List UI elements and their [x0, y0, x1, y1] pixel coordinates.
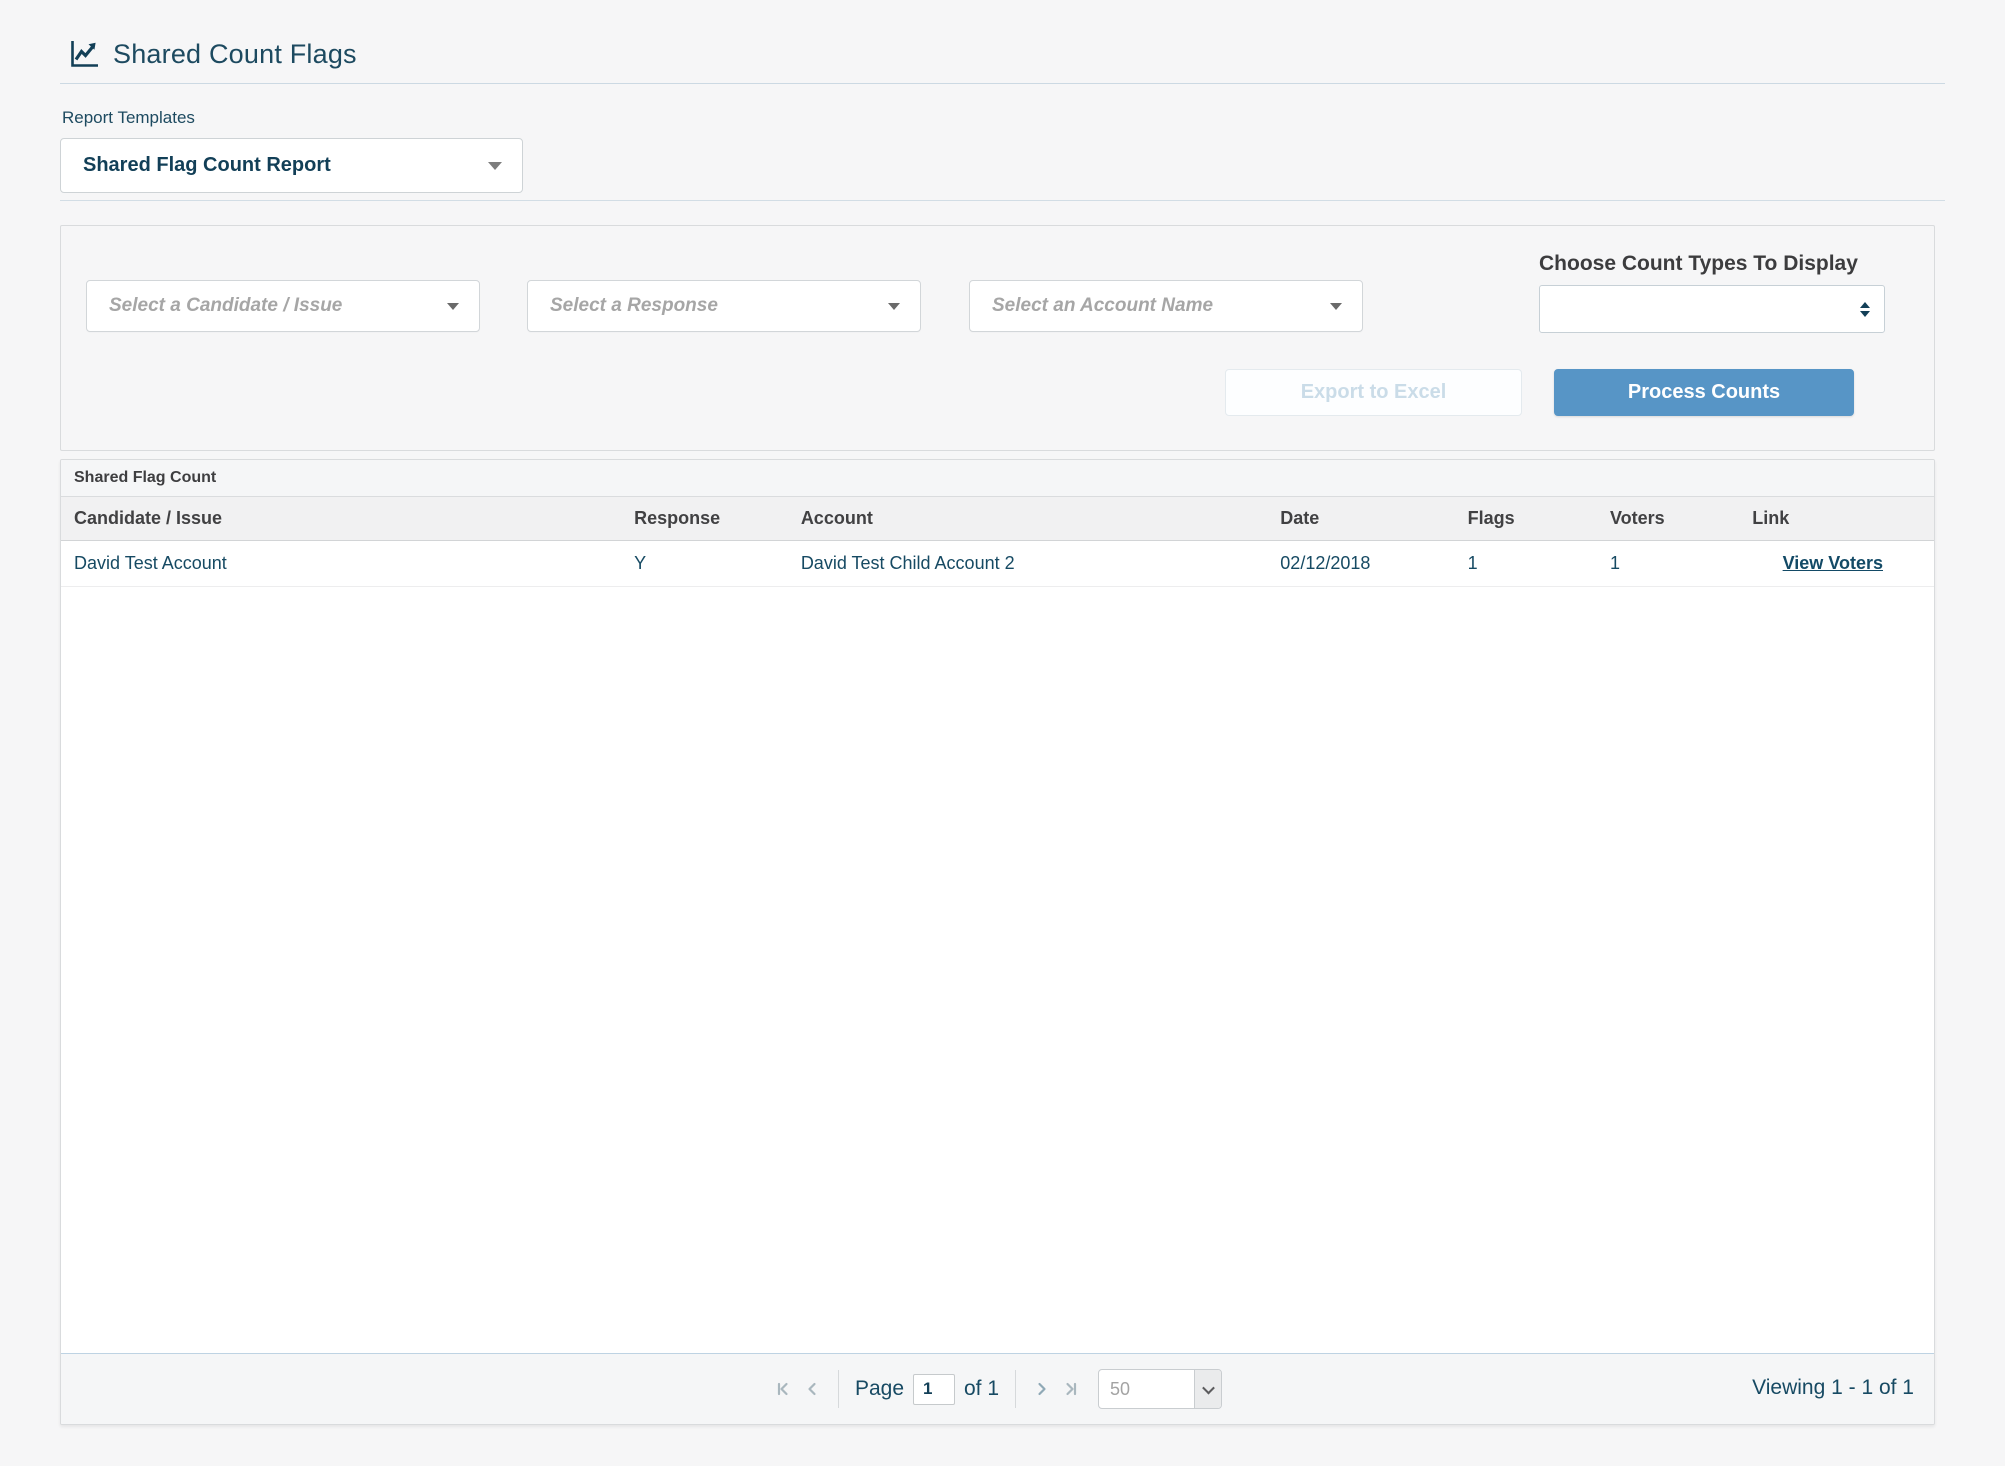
next-page-icon[interactable] [1032, 1379, 1052, 1399]
count-types-label: Choose Count Types To Display [1539, 252, 1858, 275]
up-down-spinner-icon [1860, 301, 1870, 317]
caret-down-icon [888, 302, 900, 310]
pagination-divider [837, 1370, 839, 1408]
column-header-date: Date [1280, 497, 1468, 541]
column-header-link: Link [1752, 497, 1934, 541]
table-row: David Test Account Y David Test Child Ac… [61, 540, 1934, 587]
column-header-candidate: Candidate / Issue [61, 497, 635, 541]
column-header-response: Response [634, 497, 801, 541]
report-template-dropdown[interactable]: Shared Flag Count Report [60, 138, 523, 193]
pagination-divider [1015, 1370, 1017, 1408]
page-number-input[interactable] [913, 1373, 955, 1405]
page-size-select[interactable]: 50 [1098, 1369, 1223, 1409]
table-caption: Shared Flag Count [61, 460, 1934, 497]
prev-page-icon[interactable] [802, 1379, 822, 1399]
page-label: Page [854, 1377, 904, 1400]
last-page-icon[interactable] [1061, 1379, 1081, 1399]
column-header-voters: Voters [1609, 497, 1753, 541]
chevron-down-icon [1194, 1370, 1222, 1408]
cell-response: Y [634, 540, 801, 587]
table-empty-space [61, 586, 1934, 1353]
page-title: Shared Count Flags [113, 38, 357, 69]
response-placeholder: Select a Response [550, 295, 718, 316]
cell-candidate: David Test Account [61, 540, 635, 587]
report-template-value: Shared Flag Count Report [83, 154, 331, 176]
viewing-summary: Viewing 1 - 1 of 1 [1752, 1376, 1914, 1399]
report-templates-label: Report Templates [62, 108, 195, 127]
caret-down-icon [1330, 302, 1342, 310]
count-types-select[interactable] [1539, 285, 1885, 333]
account-name-placeholder: Select an Account Name [992, 295, 1214, 316]
table-header-row: Candidate / Issue Response Account Date … [61, 497, 1934, 541]
column-header-flags: Flags [1467, 497, 1610, 541]
process-counts-button[interactable]: Process Counts [1554, 369, 1854, 416]
table-footer: Page of 1 50 Viewing 1 [61, 1353, 1934, 1424]
column-header-account: Account [800, 497, 1281, 541]
report-templates-section: Report Templates Shared Flag Count Repor… [60, 84, 1945, 201]
first-page-icon[interactable] [773, 1379, 793, 1399]
page-of-label: of 1 [964, 1377, 1000, 1400]
candidate-issue-dropdown[interactable]: Select a Candidate / Issue [86, 280, 480, 332]
shared-flag-count-panel: Shared Flag Count Candidate / Issue Resp… [60, 459, 1935, 1425]
cell-flags: 1 [1467, 540, 1610, 587]
view-voters-link[interactable]: View Voters [1782, 552, 1883, 573]
cell-account: David Test Child Account 2 [800, 540, 1281, 587]
cell-voters: 1 [1609, 540, 1753, 587]
caret-down-icon [488, 161, 502, 170]
page-size-value: 50 [1110, 1379, 1131, 1399]
cell-date: 02/12/2018 [1280, 540, 1468, 587]
caret-down-icon [447, 302, 459, 310]
count-types-block: Choose Count Types To Display [1539, 252, 1885, 333]
response-dropdown[interactable]: Select a Response [527, 280, 921, 332]
candidate-issue-placeholder: Select a Candidate / Issue [109, 295, 343, 316]
page-header: Shared Count Flags [60, 0, 1945, 84]
pagination: Page of 1 50 [773, 1369, 1223, 1409]
shared-flag-count-table: Candidate / Issue Response Account Date … [61, 497, 1934, 587]
chart-line-icon [68, 38, 100, 70]
account-name-dropdown[interactable]: Select an Account Name [969, 280, 1363, 332]
cell-link: View Voters [1752, 540, 1934, 587]
filter-panel: Select a Candidate / Issue Select a Resp… [60, 225, 1935, 451]
export-to-excel-button[interactable]: Export to Excel [1225, 369, 1522, 416]
